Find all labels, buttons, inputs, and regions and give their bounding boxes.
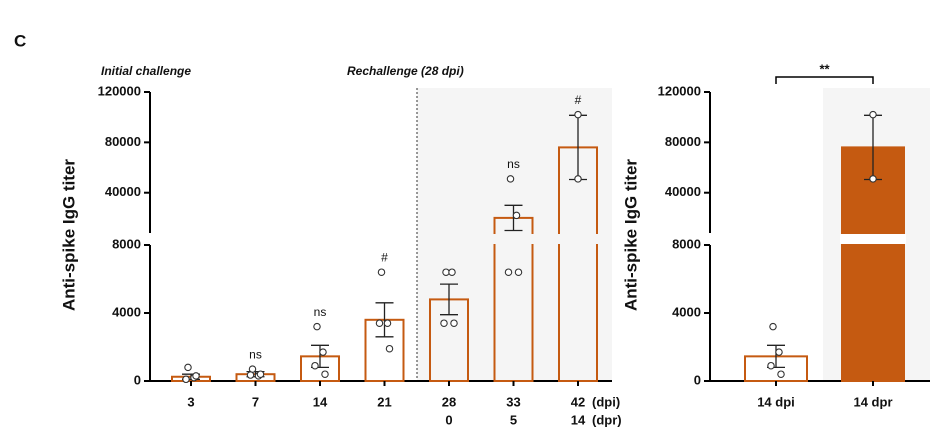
x-tick-label: 21 bbox=[377, 394, 391, 409]
panel-label: C bbox=[14, 31, 26, 50]
x-unit-label: (dpi) bbox=[592, 394, 620, 409]
x-tick-label: 28 bbox=[442, 394, 456, 409]
significance-label: ** bbox=[819, 61, 830, 76]
x-tick-label: 3 bbox=[187, 394, 194, 409]
data-point bbox=[504, 268, 513, 276]
annotation: ns bbox=[314, 305, 327, 319]
x-unit-label: (dpr) bbox=[592, 412, 622, 427]
data-point bbox=[184, 363, 192, 372]
axis-break bbox=[840, 234, 906, 244]
significance-bracket bbox=[775, 76, 874, 84]
x-tick-label-secondary: 5 bbox=[510, 412, 517, 427]
y-tick-label: 8000 bbox=[112, 236, 141, 251]
data-point bbox=[377, 268, 386, 276]
data-point bbox=[256, 370, 265, 378]
x-tick-label: 14 bbox=[313, 394, 328, 409]
annotation: # bbox=[381, 250, 388, 264]
data-point bbox=[192, 372, 200, 380]
y-axis-label: Anti-spike IgG titer bbox=[621, 159, 640, 311]
y-tick-label: 8000 bbox=[672, 236, 701, 251]
y-axis-label: Anti-spike IgG titer bbox=[59, 159, 78, 311]
region-title: Initial challenge bbox=[101, 64, 191, 78]
axis-break bbox=[557, 234, 599, 244]
bar bbox=[841, 146, 905, 382]
y-tick-label: 80000 bbox=[105, 134, 141, 149]
y-tick-label: 4000 bbox=[112, 304, 141, 319]
data-point bbox=[450, 319, 458, 327]
axis-break bbox=[492, 234, 535, 244]
data-point bbox=[383, 319, 392, 327]
data-point bbox=[442, 268, 450, 276]
annotation: ns bbox=[507, 157, 520, 171]
y-tick-label: 0 bbox=[694, 372, 701, 387]
y-tick-label: 120000 bbox=[98, 83, 141, 98]
annotation: # bbox=[575, 93, 582, 107]
data-point bbox=[385, 344, 394, 353]
data-point bbox=[321, 370, 329, 378]
y-tick-label: 40000 bbox=[665, 184, 701, 199]
data-point bbox=[440, 319, 448, 327]
x-tick-label: 42 bbox=[571, 394, 585, 409]
data-point bbox=[448, 268, 456, 276]
data-point bbox=[777, 370, 785, 378]
x-tick-label: 14 dpr bbox=[853, 394, 892, 409]
data-point bbox=[514, 268, 523, 276]
y-tick-label: 4000 bbox=[672, 304, 701, 319]
data-point bbox=[319, 348, 327, 356]
data-point bbox=[512, 211, 521, 220]
y-tick-label: 120000 bbox=[658, 83, 701, 98]
data-point bbox=[767, 361, 775, 370]
x-tick-label: 33 bbox=[506, 394, 520, 409]
data-point bbox=[311, 361, 319, 370]
y-tick-label: 80000 bbox=[665, 134, 701, 149]
data-point bbox=[182, 375, 190, 384]
annotation: ns bbox=[249, 347, 262, 361]
data-point bbox=[769, 322, 777, 331]
data-point bbox=[869, 110, 877, 119]
data-point bbox=[574, 110, 582, 119]
x-tick-label: 14 dpi bbox=[757, 394, 795, 409]
data-point bbox=[246, 371, 255, 379]
data-point bbox=[869, 175, 877, 183]
y-tick-label: 0 bbox=[134, 372, 141, 387]
x-tick-label-secondary: 0 bbox=[445, 412, 452, 427]
data-point bbox=[775, 348, 783, 356]
region-title: Rechallenge (28 dpi) bbox=[347, 64, 464, 78]
data-point bbox=[506, 175, 515, 183]
data-point bbox=[313, 322, 321, 331]
data-point bbox=[574, 175, 582, 183]
data-point bbox=[375, 319, 384, 327]
y-tick-label: 40000 bbox=[105, 184, 141, 199]
x-tick-label: 7 bbox=[252, 394, 259, 409]
x-tick-label-secondary: 14 bbox=[571, 412, 586, 427]
